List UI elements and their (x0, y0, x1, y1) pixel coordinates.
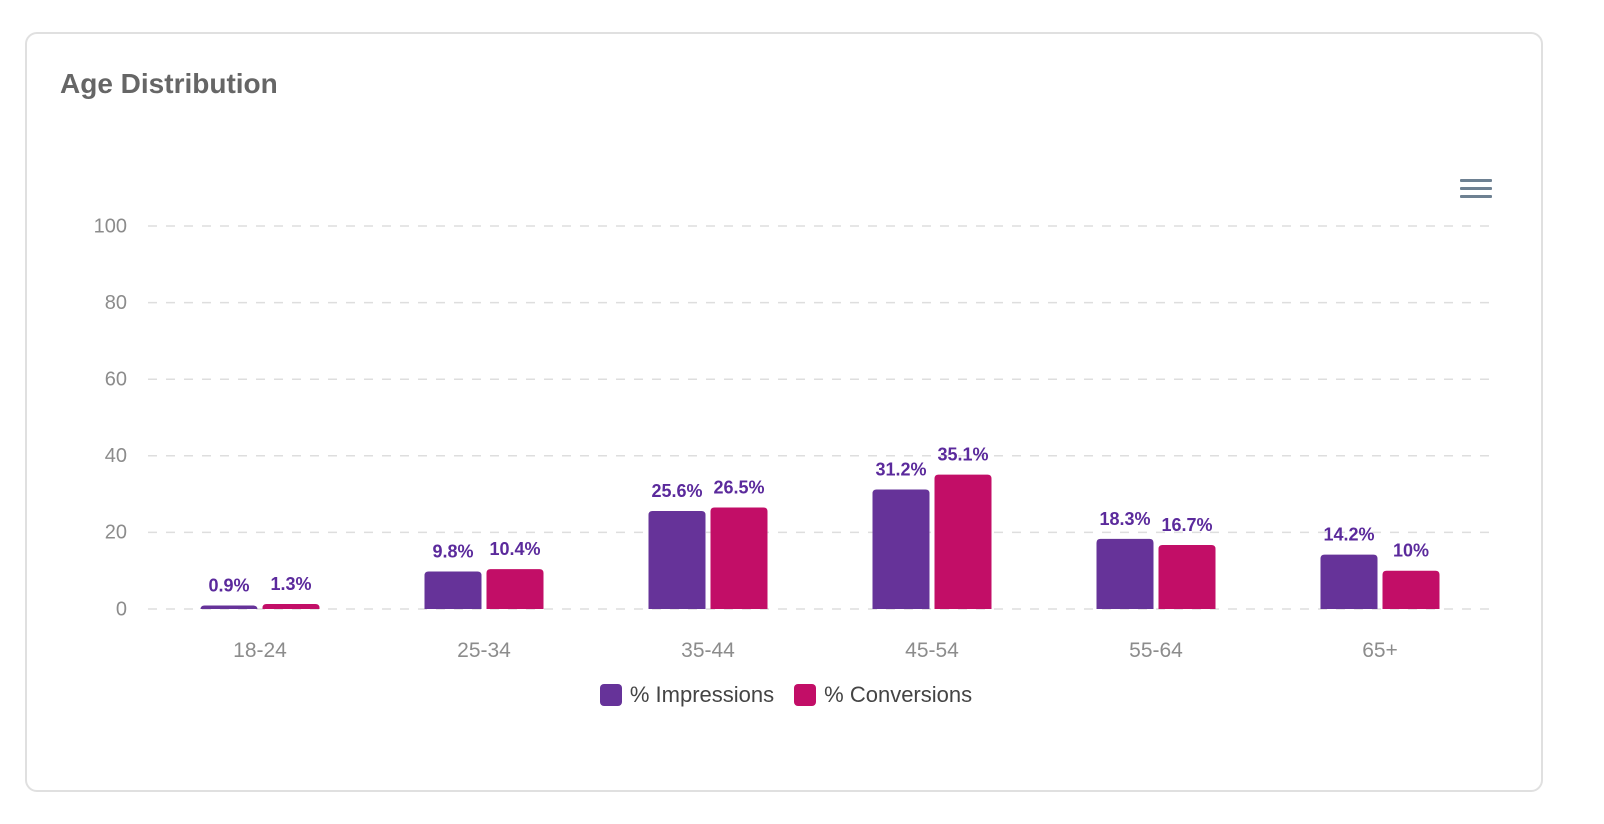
hamburger-menu-icon[interactable] (1460, 179, 1492, 203)
bar (424, 571, 482, 609)
bar (1382, 570, 1440, 609)
y-tick-label: 60 (105, 368, 127, 390)
legend-swatch-conversions (794, 684, 817, 706)
y-tick-label: 20 (105, 522, 127, 544)
legend-item-conversions[interactable]: % Conversions (794, 682, 972, 708)
legend-label-impressions: % Impressions (629, 682, 775, 707)
age-distribution-bar-chart: 0 20 40 60 80 100 0.9% 1.3% 18-24 9.8% 10.4% 25-34 2… (94, 215, 1492, 662)
x-tick-label: 55-64 (1129, 639, 1183, 662)
chart-legend: % Impressions % Conversions (27, 682, 1545, 708)
legend-label-conversions: % Conversions (824, 682, 973, 707)
bar (872, 489, 930, 609)
bar (1096, 538, 1154, 609)
x-tick-label: 35-44 (681, 639, 735, 662)
bar (710, 507, 768, 609)
data-label: 0.9% (208, 576, 249, 596)
bar (486, 569, 544, 609)
card-title: Age Distribution (60, 68, 278, 99)
menu-line (1460, 179, 1492, 182)
data-label: 16.7% (1161, 515, 1212, 535)
data-label: 14.2% (1323, 525, 1374, 545)
y-tick-label: 40 (105, 445, 127, 467)
bar (200, 605, 258, 610)
bar (262, 604, 320, 609)
data-label: 35.1% (937, 445, 988, 465)
data-label: 9.8% (432, 541, 473, 561)
x-tick-label: 25-34 (457, 639, 511, 662)
age-distribution-card: Age Distribution 0 20 40 60 80 100 0.9% 1.3% 18-… (25, 32, 1543, 792)
bar (1158, 545, 1216, 609)
data-label: 31.2% (875, 460, 926, 480)
data-label: 25.6% (651, 481, 702, 501)
data-label: 10.4% (489, 539, 540, 559)
y-tick-label: 100 (94, 215, 127, 237)
x-tick-label: 65+ (1362, 639, 1398, 662)
data-label: 26.5% (713, 478, 764, 498)
x-tick-label: 45-54 (905, 639, 959, 662)
legend-swatch-impressions (599, 684, 622, 706)
bar (648, 510, 706, 609)
menu-line (1460, 195, 1492, 198)
legend-item-impressions[interactable]: % Impressions (599, 682, 775, 708)
x-tick-label: 18-24 (233, 639, 287, 662)
data-label: 18.3% (1099, 509, 1150, 529)
bar (1320, 554, 1378, 609)
y-tick-label: 0 (116, 598, 127, 620)
data-label: 1.3% (270, 574, 311, 594)
data-label: 10% (1393, 541, 1429, 561)
menu-line (1460, 187, 1492, 190)
bar (934, 474, 992, 609)
y-tick-label: 80 (105, 292, 127, 314)
